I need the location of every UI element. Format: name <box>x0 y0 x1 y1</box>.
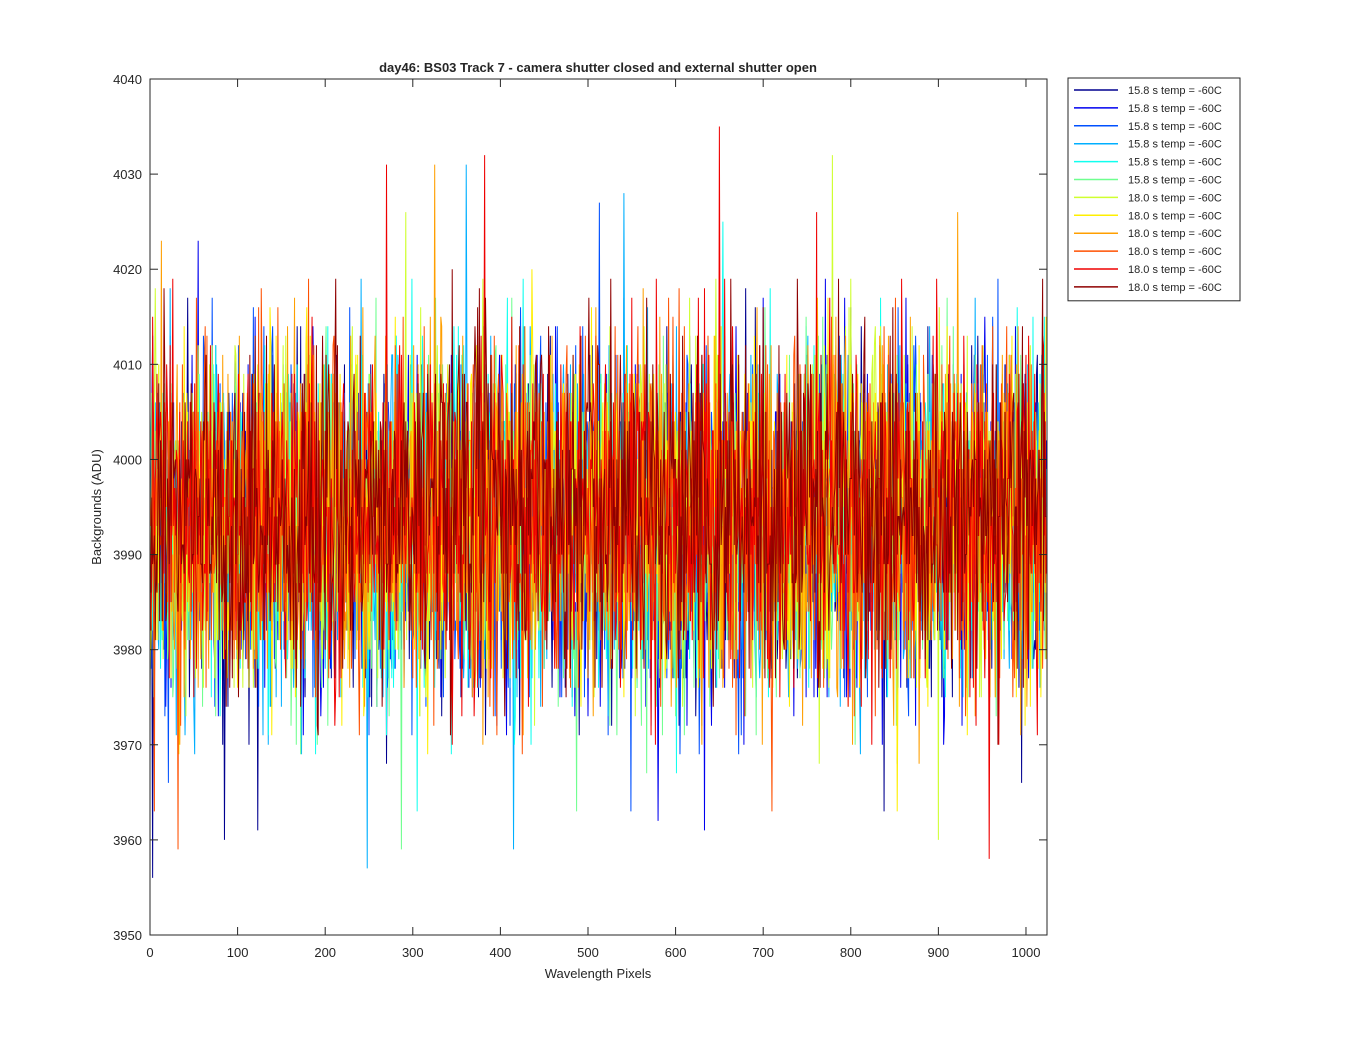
y-tick-label: 3970 <box>113 738 142 753</box>
y-tick-label: 4030 <box>113 167 142 182</box>
y-tick-label: 4010 <box>113 357 142 372</box>
chart-title: day46: BS03 Track 7 - camera shutter clo… <box>379 60 817 75</box>
y-tick-label: 3950 <box>113 928 142 943</box>
x-tick-label: 800 <box>840 945 862 960</box>
series-line <box>150 269 1047 745</box>
legend-entry-label: 15.8 s temp = -60C <box>1128 157 1222 169</box>
x-tick-label: 300 <box>402 945 424 960</box>
y-tick-label: 3980 <box>113 643 142 658</box>
legend-entry-label: 15.8 s temp = -60C <box>1128 121 1222 133</box>
y-tick-label: 4040 <box>113 72 142 87</box>
x-tick-label: 400 <box>490 945 512 960</box>
x-tick-label: 500 <box>577 945 599 960</box>
legend-box <box>1067 77 1241 302</box>
plot-area-frame <box>149 78 1048 936</box>
x-tick-label: 600 <box>665 945 687 960</box>
x-tick-label: 0 <box>146 945 153 960</box>
legend-entry-label: 15.8 s temp = -60C <box>1128 175 1222 187</box>
legend-entry-label: 18.0 s temp = -60C <box>1128 228 1222 240</box>
legend-entry-label: 15.8 s temp = -60C <box>1128 85 1222 97</box>
legend-entry-label: 18.0 s temp = -60C <box>1128 192 1222 204</box>
legend-entry-label: 18.0 s temp = -60C <box>1128 264 1222 276</box>
x-tick-label: 200 <box>314 945 336 960</box>
series-layer <box>150 126 1047 878</box>
x-tick-label: 100 <box>227 945 249 960</box>
x-tick-label: 1000 <box>1012 945 1041 960</box>
legend-entry-label: 15.8 s temp = -60C <box>1128 103 1222 115</box>
y-tick-label: 3960 <box>113 833 142 848</box>
legend-entry-label: 18.0 s temp = -60C <box>1128 246 1222 258</box>
x-tick-label: 900 <box>928 945 950 960</box>
y-tick-label: 4020 <box>113 262 142 277</box>
y-tick-label: 4000 <box>113 452 142 467</box>
x-axis-label: Wavelength Pixels <box>545 966 652 981</box>
legend-entry-label: 15.8 s temp = -60C <box>1128 139 1222 151</box>
y-tick-label: 3990 <box>113 548 142 563</box>
legend: 15.8 s temp = -60C 15.8 s temp = -60C 15.8… <box>1067 77 1241 302</box>
legend-entry-label: 18.0 s temp = -60C <box>1128 282 1222 294</box>
x-tick-label: 700 <box>752 945 774 960</box>
y-axis-label: Backgrounds (ADU) <box>89 449 104 565</box>
axis-ticks: 0 100 200 300 400 500 600 700 800 900 1000 3950 3960… <box>113 72 1047 960</box>
legend-entry-label: 18.0 s temp = -60C <box>1128 210 1222 222</box>
